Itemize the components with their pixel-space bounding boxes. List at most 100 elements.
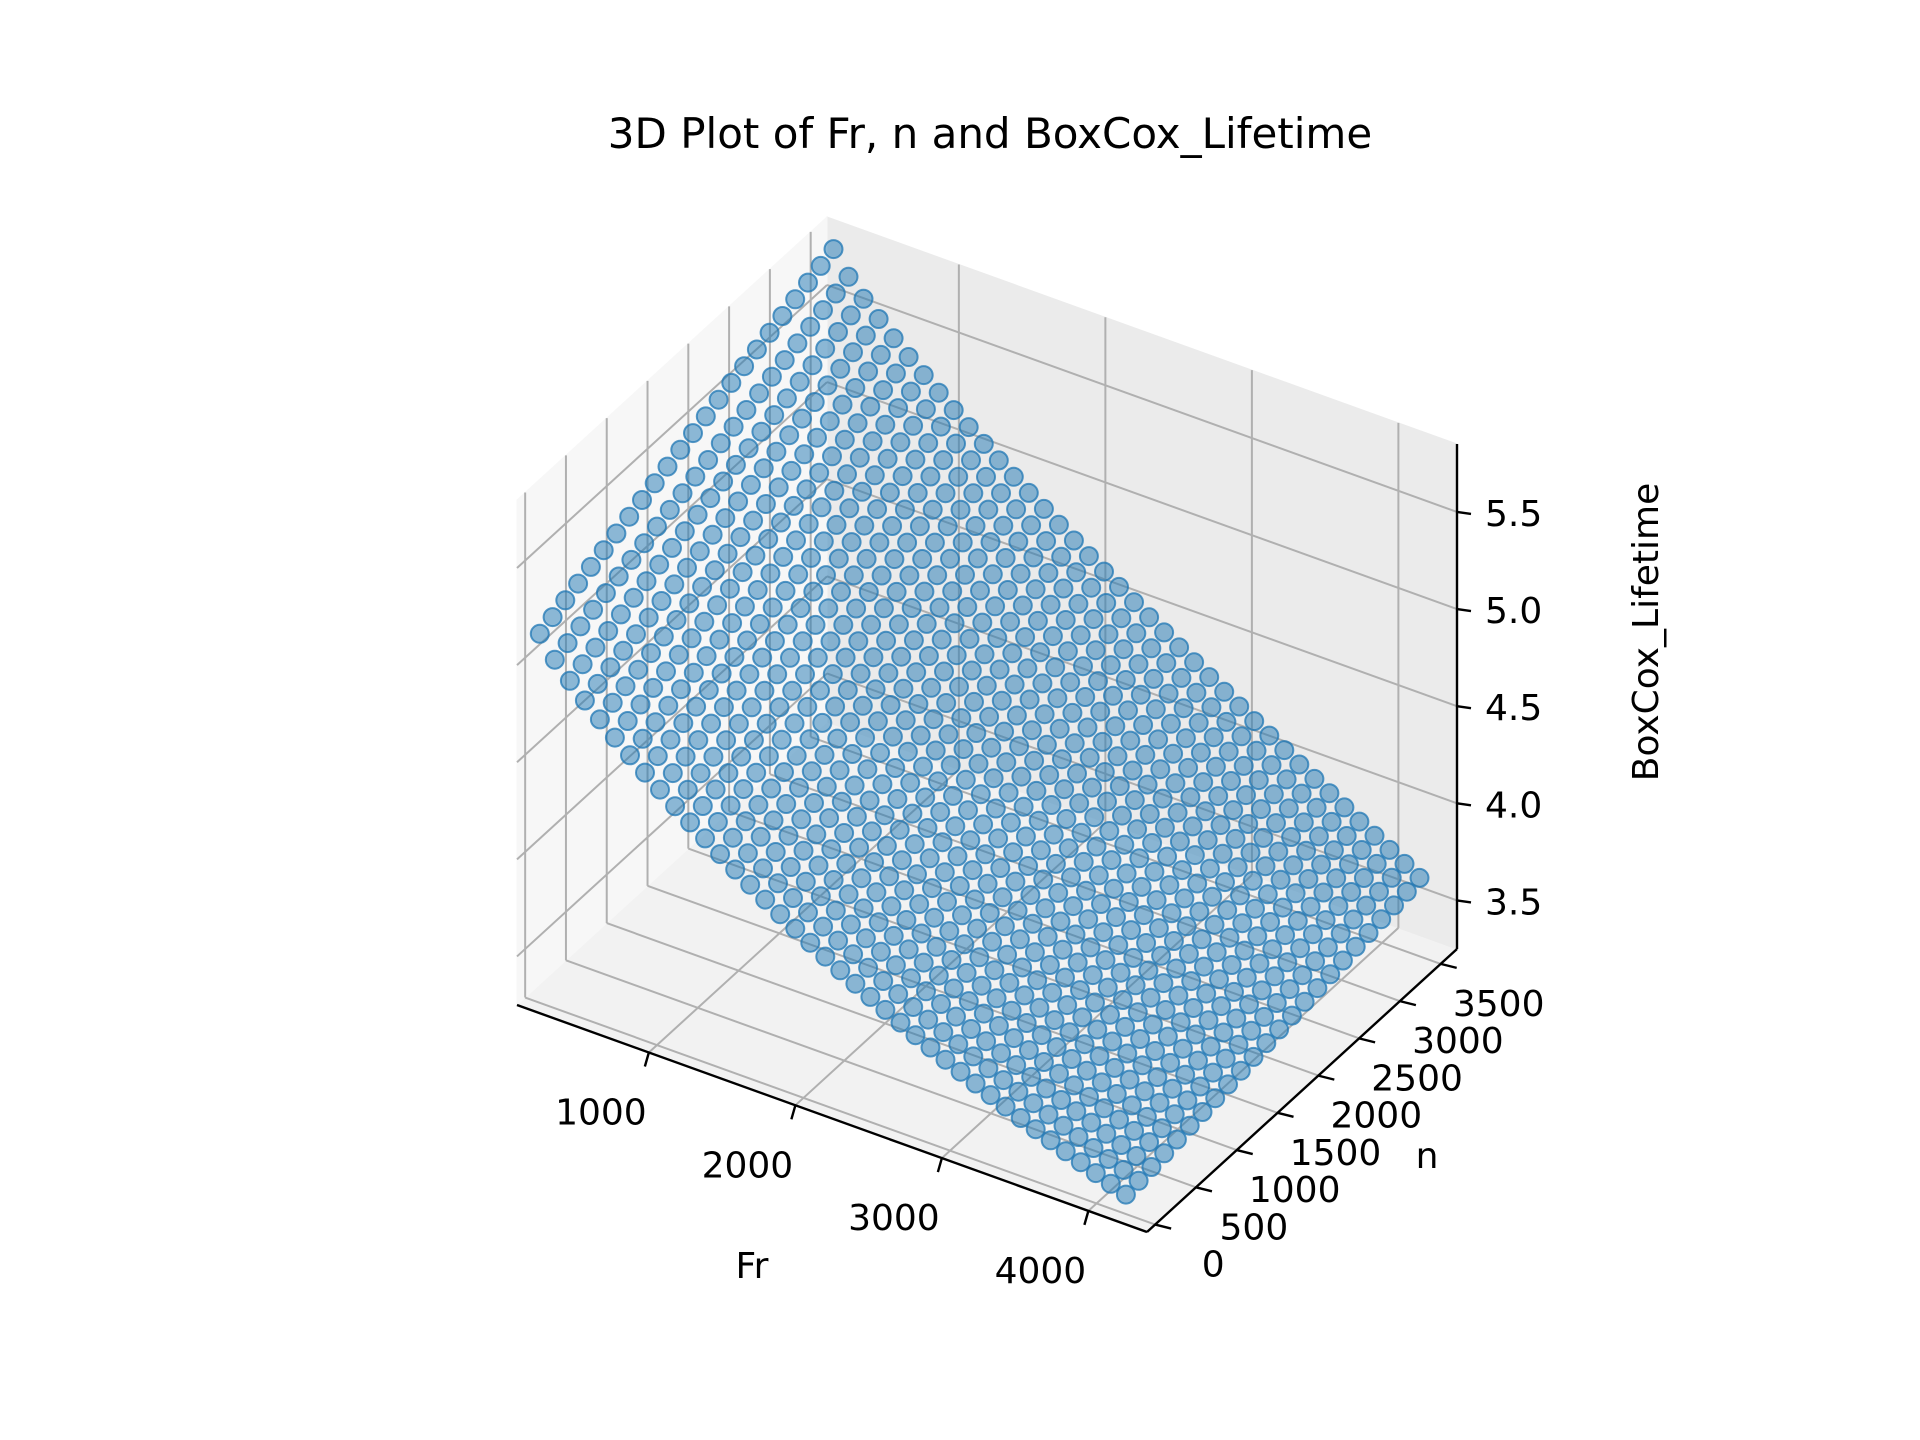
scatter-point-579 [930,802,951,822]
scatter-point-953 [1025,1119,1046,1140]
scatter-point-743 [939,921,960,942]
scatter-point-815 [793,840,814,861]
scatter-point-321 [736,400,757,420]
scatter-point-534 [867,711,888,732]
scatter-point-304 [1094,762,1115,782]
scatter-point-243 [792,408,812,429]
scatter-point-930 [680,812,701,833]
scatter-point-630 [1082,965,1103,986]
scatter-point-494 [880,695,901,715]
grid-z-back-3 [826,381,1458,611]
scatter-point-677 [1175,1064,1196,1085]
chart-title: 3D Plot of Fr, n and BoxCox_Lifetime [608,109,1372,158]
scatter-point-382 [1039,765,1060,785]
scatter-point-840 [555,590,576,611]
scatter-point-516 [1211,996,1232,1017]
scatter-point-211 [924,532,945,553]
scatter-point-154 [1296,840,1317,861]
x-tick-label-2: 3000 [848,1198,940,1239]
scatter-point-605 [707,595,728,616]
scatter-point-86 [888,398,909,419]
scatter-point-421 [1011,766,1032,787]
scatter-point-644 [679,593,700,614]
scatter-point-717 [1162,1078,1183,1099]
scatter-point-334 [931,629,952,650]
scatter-point-886 [632,728,653,749]
scatter-point-959 [1115,1184,1136,1205]
scatter-point-759 [1179,1115,1200,1136]
z-tick-mark-1 [1456,802,1472,807]
scatter-point-128 [905,449,926,470]
z-tick-mark-3 [1456,607,1472,613]
scatter-point-351 [1187,873,1208,894]
scatter-point-818 [838,884,859,905]
scatter-point-388 [1129,848,1150,869]
scatter-point-429 [1131,876,1152,897]
scatter-point-833 [1064,1075,1084,1096]
scatter-point-872 [1036,1078,1057,1099]
scatter-point-606 [722,613,743,634]
scatter-point-504 [1030,840,1051,861]
scatter-point-69 [1246,740,1267,761]
scatter-point-726 [683,662,704,683]
scatter-point-722 [623,587,644,608]
scatter-point-146 [1175,728,1196,749]
scatter-point-403 [740,474,761,495]
scatter-point-114 [1308,826,1329,847]
scatter-point-269 [1182,816,1203,837]
scatter-point-883 [587,673,608,694]
z-tick-label-4: 5.5 [1485,494,1542,535]
scatter-point-683 [651,591,672,611]
scatter-point-689 [741,697,762,718]
scatter-point-147 [1190,742,1211,763]
scatter-point-935 [755,889,776,910]
scatter-point-199 [1358,923,1379,943]
scatter-point-337 [976,675,997,696]
scatter-point-417 [951,708,972,729]
scatter-point-140 [1085,640,1106,661]
scatter-point-459 [968,753,989,774]
scatter-point-190 [1223,800,1244,821]
y-tick-label-5: 2500 [1371,1058,1463,1099]
scatter-point-503 [1015,826,1036,847]
scatter-point-558 [1228,1034,1249,1055]
scatter-point-754 [1104,1057,1125,1078]
scatter-point-420 [996,752,1017,773]
scatter-point-495 [895,710,916,731]
scatter-point-871 [1021,1066,1042,1087]
scatter-point-379 [994,721,1015,742]
scatter-point-678 [1190,1076,1211,1097]
scatter-point-1 [838,266,859,287]
scatter-point-59 [1096,593,1117,613]
scatter-point-47 [915,399,936,420]
scatter-point-416 [936,693,957,713]
scatter-point-224 [1120,730,1141,751]
scatter-point-380 [1009,736,1030,757]
scatter-point-36 [1364,825,1385,846]
scatter-point-117 [1353,868,1374,888]
scatter-point-414 [906,662,927,683]
scatter-point-704 [967,918,988,939]
scatter-point-864 [916,981,936,1002]
scatter-point-12 [1003,466,1024,487]
scatter-point-318 [1305,951,1326,972]
scatter-point-452 [863,647,884,668]
scatter-point-936 [770,904,791,925]
scatter-point-915 [1068,1127,1089,1147]
scatter-point-595 [1170,1012,1191,1033]
z-tick-mark-4 [1456,510,1472,516]
scatter-point-164 [832,394,853,415]
scatter-point-692 [786,745,807,766]
scatter-point-598 [1215,1048,1236,1069]
scatter-point-694 [816,776,837,797]
scatter-point-924 [589,709,610,730]
scatter-point-52 [991,483,1011,504]
scatter-point-313 [1230,885,1250,906]
scatter-point-330 [871,565,892,586]
scatter-point-135 [1010,563,1031,584]
scatter-point-445 [758,529,779,549]
scatter-point-122 [815,338,836,359]
scatter-point-175 [997,580,1018,600]
scatter-point-292 [914,581,935,602]
